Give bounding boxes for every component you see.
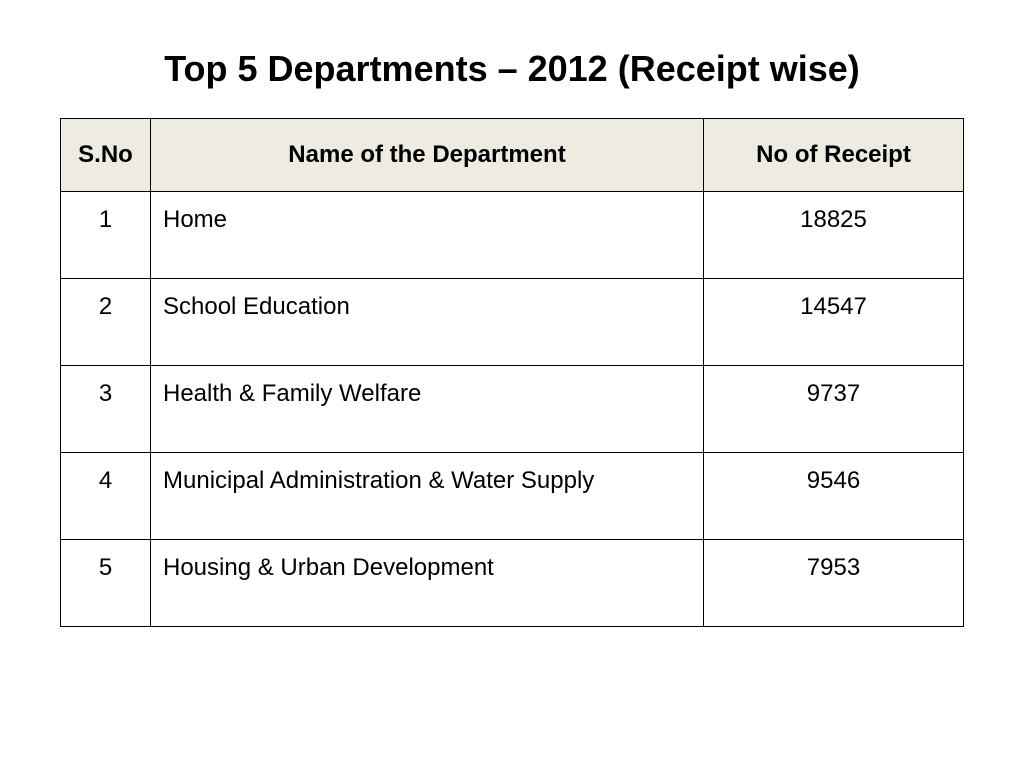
cell-name: Municipal Administration & Water Supply bbox=[151, 453, 704, 540]
col-header-name: Name of the Department bbox=[151, 119, 704, 192]
departments-table: S.No Name of the Department No of Receip… bbox=[60, 118, 964, 627]
slide-page: Top 5 Departments – 2012 (Receipt wise) … bbox=[0, 0, 1024, 768]
col-header-sno: S.No bbox=[61, 119, 151, 192]
table-row: 3 Health & Family Welfare 9737 bbox=[61, 366, 964, 453]
table-row: 1 Home 18825 bbox=[61, 192, 964, 279]
cell-name: Health & Family Welfare bbox=[151, 366, 704, 453]
cell-name: Home bbox=[151, 192, 704, 279]
cell-receipt: 14547 bbox=[704, 279, 964, 366]
cell-sno: 3 bbox=[61, 366, 151, 453]
cell-name: School Education bbox=[151, 279, 704, 366]
cell-sno: 5 bbox=[61, 540, 151, 627]
cell-receipt: 7953 bbox=[704, 540, 964, 627]
cell-receipt: 9546 bbox=[704, 453, 964, 540]
cell-receipt: 9737 bbox=[704, 366, 964, 453]
table-row: 5 Housing & Urban Development 7953 bbox=[61, 540, 964, 627]
table-header-row: S.No Name of the Department No of Receip… bbox=[61, 119, 964, 192]
table-row: 4 Municipal Administration & Water Suppl… bbox=[61, 453, 964, 540]
table-row: 2 School Education 14547 bbox=[61, 279, 964, 366]
cell-name: Housing & Urban Development bbox=[151, 540, 704, 627]
cell-sno: 4 bbox=[61, 453, 151, 540]
cell-receipt: 18825 bbox=[704, 192, 964, 279]
page-title: Top 5 Departments – 2012 (Receipt wise) bbox=[60, 48, 964, 90]
cell-sno: 2 bbox=[61, 279, 151, 366]
col-header-receipt: No of Receipt bbox=[704, 119, 964, 192]
cell-sno: 1 bbox=[61, 192, 151, 279]
